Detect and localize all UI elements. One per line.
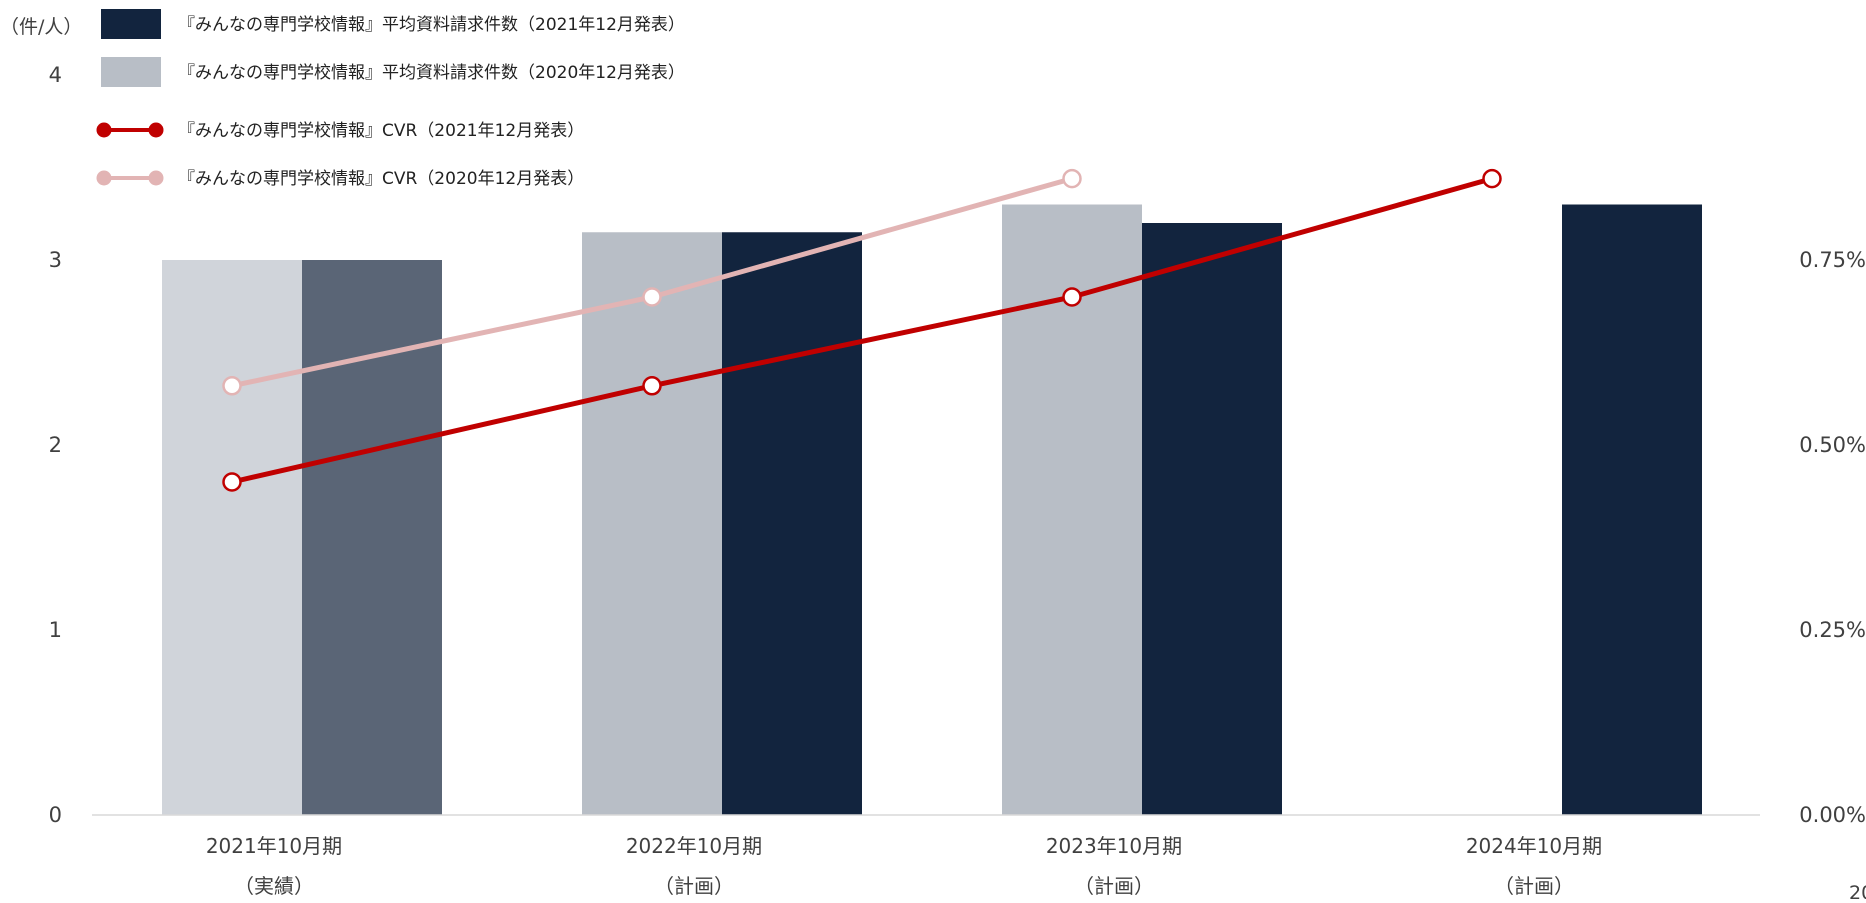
x-tick-sublabel-3: （計画） — [1494, 874, 1574, 898]
y-left-tick-label-0: 0 — [49, 803, 62, 827]
legend-marker-start-2 — [96, 122, 112, 138]
page-number: 20 — [1849, 882, 1866, 899]
labels-layer: （件/人） 20 0 1 2 3 4 0.00% 0.25% 0.50% 0.75% 2021年1… — [0, 16, 1866, 903]
legend-swatch-0 — [101, 9, 161, 39]
y-right-tick-label-1: 0.25% — [1799, 618, 1866, 642]
legend-label-3: 『みんなの専門学校情報』CVR（2020年12月発表） — [178, 169, 584, 189]
y-left-tick-label-3: 3 — [49, 248, 62, 272]
x-tick-label-3: 2024年10月期 — [1466, 834, 1602, 858]
legend-label-1: 『みんなの専門学校情報』平均資料請求件数（2020年12月発表） — [178, 63, 685, 83]
legend: 『みんなの専門学校情報』平均資料請求件数（2021年12月発表） 『みんなの専門学… — [96, 9, 685, 189]
cvr-point-2021-2 — [1062, 287, 1082, 307]
x-tick-label-0: 2021年10月期 — [206, 834, 342, 858]
y-right-tick-label-0: 0.00% — [1799, 803, 1866, 827]
legend-marker-end-3 — [148, 170, 164, 186]
legend-label-2: 『みんなの専門学校情報』CVR（2021年12月発表） — [178, 121, 584, 141]
legend-marker-end-2 — [148, 122, 164, 138]
legend-marker-start-3 — [96, 170, 112, 186]
lines-layer — [222, 168, 1502, 492]
x-tick-label-1: 2022年10月期 — [626, 834, 762, 858]
cvr-point-2020-2 — [1062, 168, 1082, 189]
bar-2020-1 — [582, 232, 722, 815]
y-left-tick-label-4: 4 — [49, 63, 62, 87]
cvr-point-2020-0 — [222, 376, 242, 396]
y-left-tick-label-2: 2 — [49, 433, 62, 457]
y-right-tick-label-2: 0.50% — [1799, 433, 1866, 457]
cvr-point-2021-0 — [222, 472, 242, 492]
x-tick-label-2: 2023年10月期 — [1046, 834, 1182, 858]
x-tick-sublabel-1: （計画） — [654, 874, 734, 898]
bars-layer — [162, 204, 1702, 815]
y-axis-unit-label: （件/人） — [0, 16, 82, 38]
legend-label-0: 『みんなの専門学校情報』平均資料請求件数（2021年12月発表） — [178, 15, 685, 35]
bar-2020-0 — [162, 260, 302, 815]
cvr-line-2021 — [231, 176, 1493, 485]
x-tick-sublabel-0: （実績） — [234, 874, 314, 898]
legend-swatch-1 — [101, 57, 161, 87]
cvr-point-2020-1 — [642, 287, 662, 307]
bar-2021-2 — [1142, 223, 1282, 815]
cvr-point-2021-3 — [1482, 168, 1502, 189]
bar-2021-1 — [722, 232, 862, 815]
y-left-tick-label-1: 1 — [49, 618, 62, 642]
y-right-tick-label-3: 0.75% — [1799, 248, 1866, 272]
x-tick-sublabel-2: （計画） — [1074, 874, 1154, 898]
bar-2021-0 — [302, 260, 442, 815]
cvr-point-2021-1 — [642, 376, 662, 396]
bar-2021-3 — [1562, 204, 1702, 815]
